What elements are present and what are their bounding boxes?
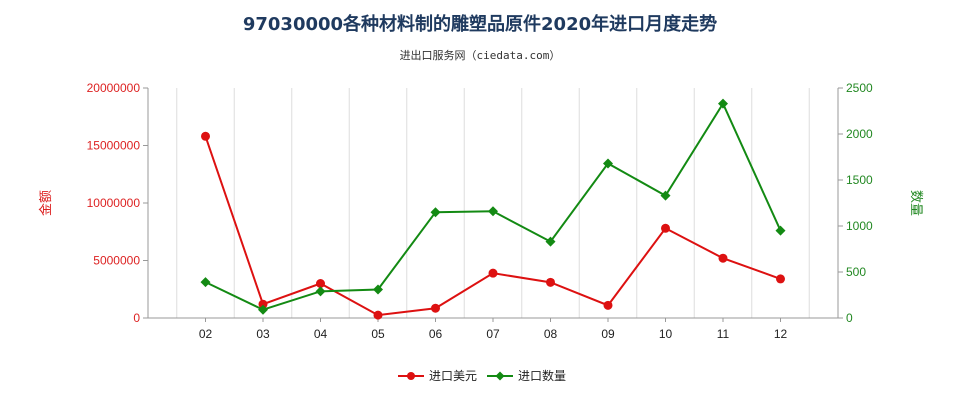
data-point <box>718 98 728 109</box>
left-tick-label: 10000000 <box>87 196 141 210</box>
left-tick-label: 0 <box>133 311 140 325</box>
left-axis-title: 金额 <box>38 190 54 216</box>
data-point <box>603 158 613 169</box>
data-point <box>718 253 728 263</box>
right-tick-label: 2500 <box>846 81 873 95</box>
data-point <box>258 304 268 315</box>
data-point <box>373 310 383 320</box>
x-axis-ticks: 02 03 04 05 06 07 08 09 10 11 12 <box>199 318 788 341</box>
right-tick-label: 1000 <box>846 219 873 233</box>
x-tick-label: 05 <box>371 327 385 341</box>
data-point <box>776 274 785 284</box>
data-point <box>775 225 786 236</box>
axes <box>147 88 839 319</box>
chart-title: 97030000各种材料制的雕塑品原件2020年进口月度走势 <box>242 14 718 35</box>
data-point <box>603 300 613 310</box>
x-tick-label: 03 <box>256 327 270 341</box>
legend-label: 进口美元 <box>429 369 477 383</box>
legend-marker <box>495 371 505 381</box>
series-layer <box>200 98 786 320</box>
right-tick-label: 2000 <box>846 127 873 141</box>
x-tick-label: 04 <box>314 327 328 341</box>
data-point <box>200 277 211 288</box>
legend-label: 进口数量 <box>518 368 566 383</box>
left-tick-label: 20000000 <box>87 81 141 95</box>
x-tick-label: 06 <box>429 327 443 341</box>
left-tick-label: 15000000 <box>87 139 141 153</box>
x-tick-label: 07 <box>486 327 500 341</box>
left-axis-ticks: 0 5000000 10000000 15000000 20000000 <box>87 81 148 325</box>
data-point <box>258 299 268 309</box>
right-axis-ticks: 0 500 1000 1500 2000 2500 <box>838 81 873 325</box>
data-point <box>430 207 441 218</box>
data-point <box>546 277 555 287</box>
data-point <box>315 286 326 297</box>
data-point <box>661 223 670 233</box>
right-tick-label: 1500 <box>846 173 873 187</box>
data-point <box>373 284 383 295</box>
data-point <box>316 279 325 288</box>
data-point <box>431 303 440 313</box>
data-point <box>488 206 498 217</box>
right-tick-label: 500 <box>846 265 866 279</box>
grid-lines <box>176 88 810 318</box>
left-tick-label: 5000000 <box>93 254 140 268</box>
x-tick-label: 11 <box>717 327 730 341</box>
data-point <box>545 236 556 247</box>
right-axis-title: 数量 <box>908 190 923 216</box>
x-tick-label: 10 <box>659 327 673 341</box>
right-tick-label: 0 <box>846 311 853 325</box>
legend-marker <box>407 372 415 380</box>
data-point <box>201 131 210 141</box>
data-point <box>660 190 671 201</box>
data-point <box>488 268 498 278</box>
legend: 进口美元 进口数量 <box>398 368 566 383</box>
x-tick-label: 08 <box>544 327 558 341</box>
chart-subtitle: 进出口服务网（ciedata.com） <box>399 49 561 62</box>
x-tick-label: 09 <box>601 327 615 341</box>
x-tick-label: 12 <box>774 327 788 341</box>
x-tick-label: 02 <box>199 327 213 341</box>
